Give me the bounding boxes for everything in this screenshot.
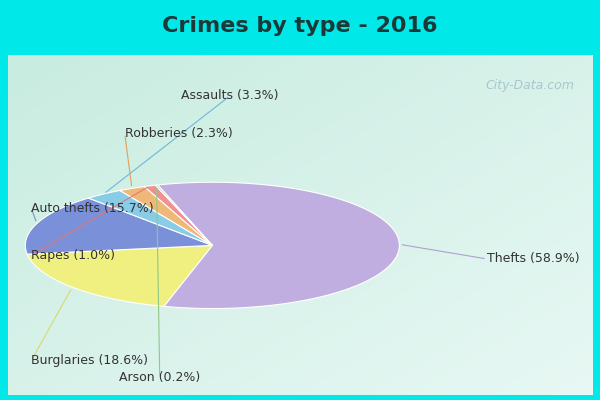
Polygon shape (88, 190, 212, 245)
Text: Rapes (1.0%): Rapes (1.0%) (31, 249, 115, 262)
Text: Arson (0.2%): Arson (0.2%) (119, 371, 200, 384)
Polygon shape (155, 185, 212, 245)
Polygon shape (25, 198, 212, 254)
Text: Robberies (2.3%): Robberies (2.3%) (125, 127, 232, 140)
Polygon shape (145, 185, 212, 245)
Polygon shape (120, 186, 212, 245)
Text: Assaults (3.3%): Assaults (3.3%) (181, 90, 278, 102)
Text: City-Data.com: City-Data.com (486, 79, 575, 92)
Text: Burglaries (18.6%): Burglaries (18.6%) (31, 354, 148, 367)
Text: Auto thefts (15.7%): Auto thefts (15.7%) (31, 202, 154, 214)
Text: Crimes by type - 2016: Crimes by type - 2016 (162, 16, 438, 36)
Polygon shape (27, 245, 212, 306)
Text: Thefts (58.9%): Thefts (58.9%) (487, 252, 580, 266)
Polygon shape (158, 182, 400, 308)
